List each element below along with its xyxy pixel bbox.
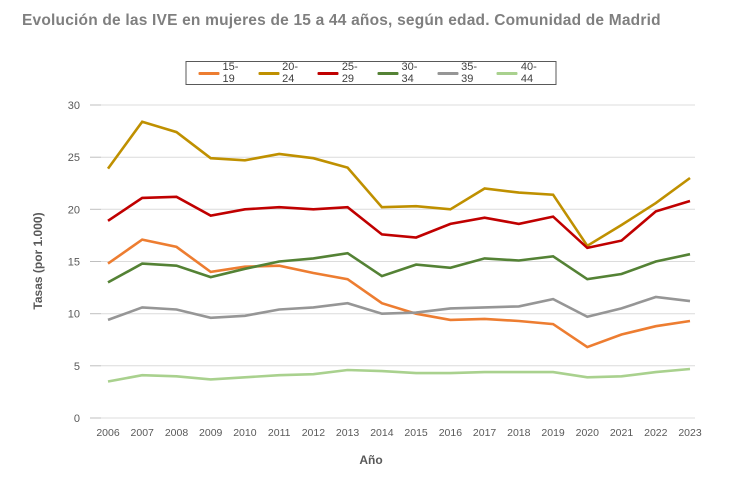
legend-swatch-icon: [198, 71, 220, 75]
legend-label: 25-29: [341, 61, 358, 85]
x-tick-label: 2020: [576, 427, 600, 439]
series-line-20-24: [106, 120, 691, 248]
x-tick-label: 2016: [439, 427, 463, 439]
series-line-30-34: [107, 251, 691, 284]
legend-label: 35-39: [461, 61, 478, 85]
series-line-25-29: [107, 195, 691, 250]
legend-item-40-44: 40-44: [496, 61, 544, 85]
x-tick-label: 2006: [96, 427, 120, 439]
legend-label: 20-24: [282, 61, 299, 85]
series-line-35-39: [107, 295, 691, 322]
x-tick-label: 2007: [131, 427, 155, 439]
legend-item-20-24: 20-24: [258, 61, 305, 85]
legend-item-30-34: 30-34: [377, 61, 425, 85]
legend-item-25-29: 25-29: [317, 61, 365, 85]
y-tick-label: 15: [68, 257, 80, 269]
x-tick-label: 2011: [268, 427, 291, 439]
x-axis-title: Año: [359, 453, 383, 467]
x-tick-label: 2015: [404, 427, 428, 439]
legend-swatch-icon: [317, 71, 339, 75]
series-line-40-44: [107, 367, 691, 383]
y-axis-title: Tasas (por 1.000): [31, 212, 45, 310]
x-tick-label: 2013: [336, 427, 360, 439]
legend: 15-19 20-24 25-29 30-34 35-39 40-44: [185, 61, 557, 85]
x-tick-label: 2008: [165, 427, 189, 439]
x-tick-label: 2017: [473, 427, 497, 439]
y-tick-label: 25: [68, 152, 80, 164]
y-tick-label: 0: [74, 413, 80, 425]
x-tick-label: 2009: [199, 427, 223, 439]
legend-item-35-39: 35-39: [437, 61, 484, 85]
x-tick-label: 2023: [678, 427, 702, 439]
x-tick-label: 2018: [507, 427, 531, 439]
y-tick-label: 5: [74, 361, 80, 373]
legend-item-15-19: 15-19: [198, 61, 246, 85]
legend-swatch-icon: [258, 71, 280, 75]
x-tick-label: 2021: [610, 427, 634, 439]
legend-swatch-icon: [437, 71, 459, 75]
legend-label: 30-34: [401, 61, 418, 85]
x-tick-label: 2014: [370, 427, 394, 439]
y-tick-label: 20: [68, 204, 80, 216]
y-tick-label: 10: [68, 309, 80, 321]
series-line-15-19: [107, 238, 691, 349]
legend-label: 40-44: [520, 61, 537, 85]
legend-label: 15-19: [222, 61, 239, 85]
y-tick-label: 30: [68, 100, 80, 112]
legend-swatch-icon: [496, 71, 518, 75]
x-tick-label: 2019: [541, 427, 565, 439]
x-tick-label: 2022: [644, 427, 668, 439]
chart-title: Evolución de las IVE en mujeres de 15 a …: [22, 12, 661, 29]
x-tick-label: 2012: [302, 427, 326, 439]
x-tick-label: 2010: [233, 427, 257, 439]
legend-swatch-icon: [377, 71, 399, 75]
